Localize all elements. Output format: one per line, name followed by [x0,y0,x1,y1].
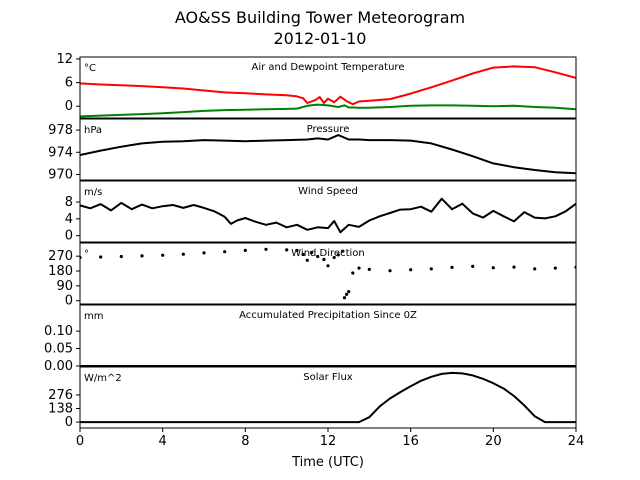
y-tick-label: 974 [48,145,73,160]
y-tick-label: 6 [65,76,73,91]
y-tick-label: 276 [48,388,73,403]
y-tick-label: 0.10 [44,324,73,339]
data-point [340,249,345,253]
data-point [223,250,227,254]
data-point [140,254,144,258]
unit-label: hPa [84,125,102,136]
data-point [316,254,320,259]
data-point [202,251,206,255]
y-tick-label: 0.00 [44,359,73,374]
panel-title: Wind Direction [291,248,365,259]
y-tick-label: 0 [65,99,73,114]
y-tick-label: 8 [65,195,73,210]
data-point [322,257,326,262]
data-point [533,267,537,271]
data-point [301,252,305,257]
panel-1-series-line-0 [80,134,576,175]
y-tick-label: 0 [65,229,73,244]
data-point [357,266,361,270]
y-tick-label: 0 [65,415,73,430]
data-point [243,248,247,252]
panel-1: 970 974 978 hPa Pressure [48,118,577,182]
data-point [351,271,355,275]
panel-title: Solar Flux [303,372,353,383]
y-tick-label: 978 [48,123,73,138]
x-axis-label: Time (UTC) [291,455,364,470]
unit-label: m/s [84,187,102,198]
x-tick-label: 4 [159,434,167,449]
panel-title: Accumulated Precipitation Since 0Z [239,310,417,321]
panel-0: 0 6 12 °C Air and Dewpoint Temperature [56,52,577,119]
data-point [305,258,309,262]
x-tick-label: 8 [241,434,249,449]
x-tick-label: 0 [76,434,84,449]
data-point [336,253,340,257]
panel-frame [79,242,577,305]
unit-label: °C [84,63,96,74]
panel-frame [79,304,577,367]
y-tick-label: 270 [48,249,73,264]
panel-2-series-line-0 [80,197,576,234]
unit-label: W/m^2 [84,373,122,384]
data-point [388,269,392,273]
data-point [342,296,347,300]
panel-title: Pressure [307,124,350,135]
data-point [161,253,165,257]
data-point [512,265,516,269]
data-point [285,248,289,252]
y-tick-label: 12 [56,52,73,67]
data-point [264,247,268,251]
data-point [347,290,351,294]
data-point [367,267,371,271]
data-point [309,251,314,255]
x-tick-label: 16 [402,434,419,449]
panel-title: Wind Speed [298,186,358,197]
data-point [181,252,185,256]
panel-0-series-line-1 [80,103,576,118]
y-tick-label: 180 [48,264,73,279]
panel-2: 0 4 8 m/s Wind Speed [65,180,577,244]
panel-title: Air and Dewpoint Temperature [252,62,405,73]
panel-4: 0.00 0.05 0.10 mm Accumulated Precipitation … [44,304,577,374]
panel-0-series-line-0 [80,65,576,106]
x-tick-label: 20 [485,434,502,449]
data-point [119,254,123,259]
panel-5-series-line-0 [80,371,576,424]
panel-frame [79,56,577,119]
data-point [409,268,413,272]
panel-frame [79,180,577,243]
x-tick-label: 24 [568,434,585,449]
y-tick-label: 970 [48,167,73,182]
data-point [326,264,330,268]
data-point [553,266,557,270]
y-tick-label: 138 [48,402,73,417]
y-tick-label: 4 [65,212,73,227]
data-point [471,264,475,268]
unit-label: mm [84,311,103,322]
data-point [332,255,336,260]
data-point [450,265,454,269]
y-tick-label: 0 [65,294,73,309]
panel-3-series-0 [80,247,576,300]
data-point [99,255,103,259]
data-point [345,292,349,296]
chart-title: AO&SS Building Tower Meteorogram [174,8,466,27]
data-point [295,248,299,252]
y-tick-label: 0.05 [44,342,73,357]
unit-label: ° [84,249,89,260]
data-point [429,267,433,271]
y-tick-label: 90 [56,279,73,294]
panel-frame [79,118,577,181]
data-point [491,266,495,270]
chart-subtitle: 2012-01-10 [273,29,367,48]
x-tick-label: 12 [320,434,337,449]
